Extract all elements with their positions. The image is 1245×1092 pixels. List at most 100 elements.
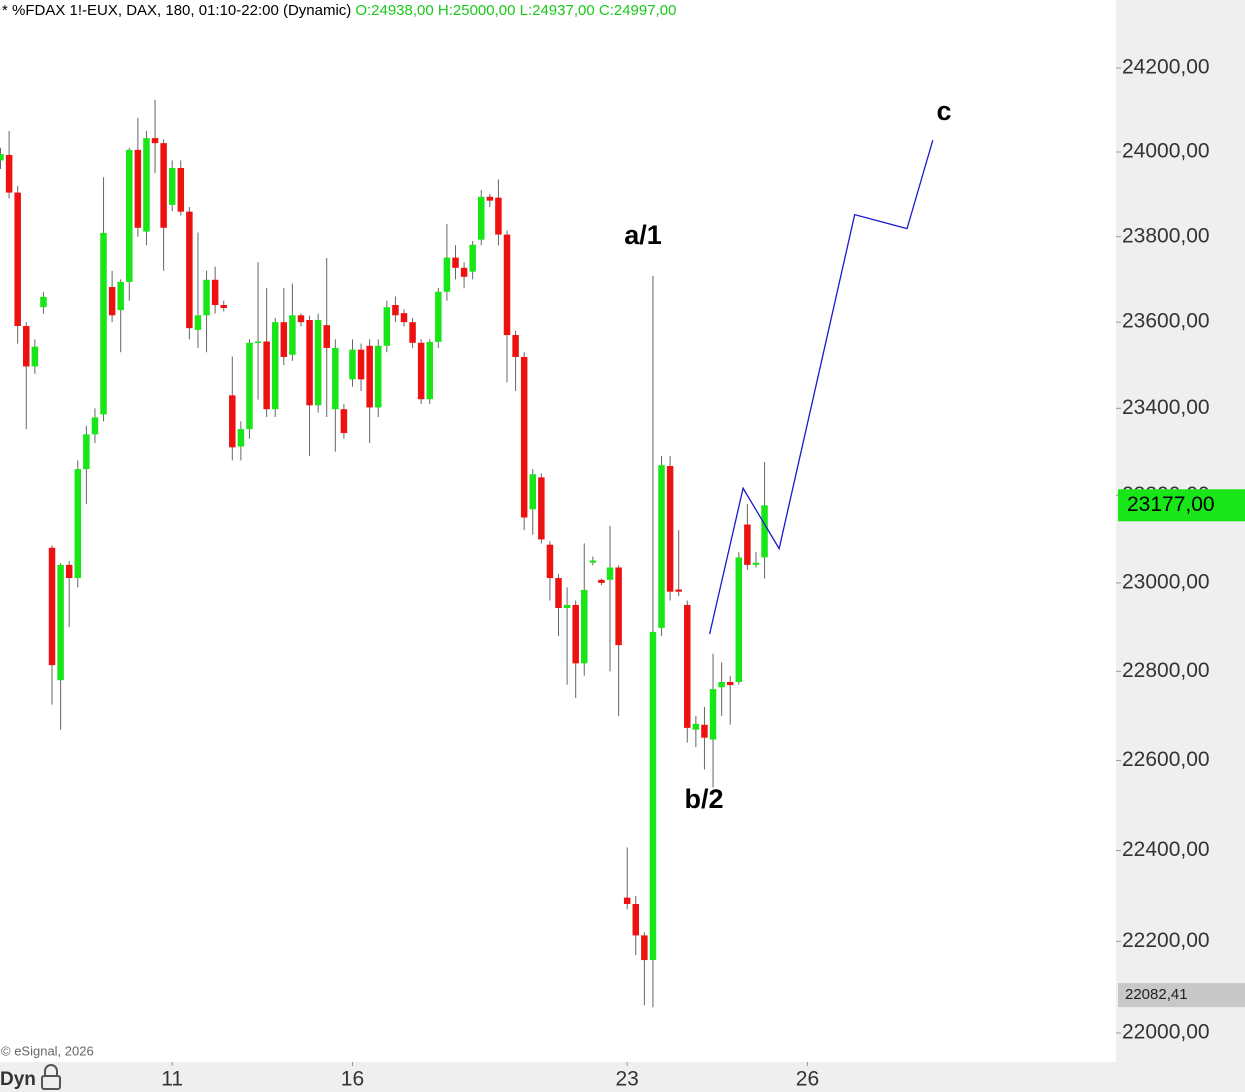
candle-body [632,904,640,936]
candle-body [572,604,579,664]
candle-body [761,505,768,558]
copyright: © eSignal, 2026 [1,1043,94,1058]
candle-body [160,143,167,228]
y-tick-label: 23400,00 [1122,396,1210,419]
candle-body [495,197,502,235]
time-axis-panel [0,1062,1116,1092]
candle-body [48,547,56,666]
mode-label: Dyn [0,1069,36,1090]
candle-body [589,560,597,563]
candle-body [666,466,674,592]
candle-body [306,320,313,406]
candle-body [254,341,262,343]
candle-body [0,154,4,161]
candle-body [5,154,13,193]
candle-body [486,196,494,201]
candle-body [538,477,545,540]
candle-body [409,322,416,343]
candle-body [23,326,30,367]
candle-body [117,281,124,311]
candle-body [83,434,90,470]
candle-body [263,341,270,410]
candle-body [246,342,253,430]
candle-body [74,469,82,579]
candle-body [151,138,159,144]
candle-body [332,347,339,410]
x-tick-label: 26 [796,1068,819,1091]
candle-body [314,320,322,406]
candle-body [31,346,39,367]
lock-icon[interactable] [41,1064,61,1090]
candle-body [649,631,657,961]
candle-body [641,935,648,961]
candle-body [684,604,691,728]
low-marker-box [1118,983,1245,1008]
candle-body [57,564,64,681]
candle-body [100,232,107,415]
candle-body [735,557,743,682]
candle-body [529,474,537,510]
candle-body [460,267,468,277]
candle-body [581,589,588,664]
candle-body [323,325,330,348]
candle-body [40,296,47,308]
candle-body [237,429,245,447]
candle-body [211,279,219,306]
x-tick-label: 16 [341,1068,364,1091]
candle-body [383,307,391,346]
x-tick-label: 11 [161,1068,183,1091]
candle-body [692,723,700,730]
candle-body [65,564,73,579]
candle-body [400,313,408,323]
candle-body [606,567,614,580]
y-tick-label: 23800,00 [1122,224,1210,247]
candle-body [186,211,193,329]
candle-body [512,335,519,357]
candle-body [14,192,21,327]
y-tick-label: 22200,00 [1122,929,1210,952]
low-marker-label: 22082,41 [1125,986,1188,1003]
candle-body [366,345,373,408]
candle-body [426,341,433,400]
candle-body [563,604,571,609]
last-price-box [1118,489,1245,522]
candle-body [675,589,682,592]
last-price-label: 23177,00 [1127,493,1215,516]
annotation: b/2 [684,784,723,814]
y-tick-label: 22400,00 [1122,838,1210,861]
header-symbol: * %FDAX 1!-EUX, DAX, 180, 01:10-22:00 (D… [2,2,351,19]
y-tick-label: 23000,00 [1122,570,1210,593]
price-axis-panel [1116,0,1245,1092]
candle-body [752,562,760,565]
candle-body [357,349,365,380]
y-tick-label: 24200,00 [1122,56,1210,79]
candle-body [297,315,305,323]
candle-body [555,578,562,609]
candle-body [435,291,442,342]
candle-body [392,305,399,316]
candle-body [91,417,99,435]
candle-body [177,168,185,212]
y-tick-label: 22600,00 [1122,748,1210,771]
candle-body [443,257,451,292]
candle-body [469,244,476,272]
candle-body [709,689,717,740]
candle-body [478,196,485,240]
candle-body [658,465,665,628]
x-tick-label: 23 [616,1068,639,1091]
y-tick-label: 22800,00 [1122,659,1210,682]
candle-body [271,322,279,410]
candle-body [289,315,296,355]
candle-body [349,349,356,380]
candle-body [220,305,227,309]
candle-body [546,544,554,579]
annotation: c [936,96,951,126]
header: * %FDAX 1!-EUX, DAX, 180, 01:10-22:00 (D… [2,2,676,19]
header-ohlc: O:24938,00 H:25000,00 L:24937,00 C:24997… [355,2,676,19]
annotation: a/1 [624,220,662,250]
candle-body [701,724,708,738]
candle-body [623,897,631,905]
candle-body [744,524,751,565]
candle-body [615,567,622,646]
